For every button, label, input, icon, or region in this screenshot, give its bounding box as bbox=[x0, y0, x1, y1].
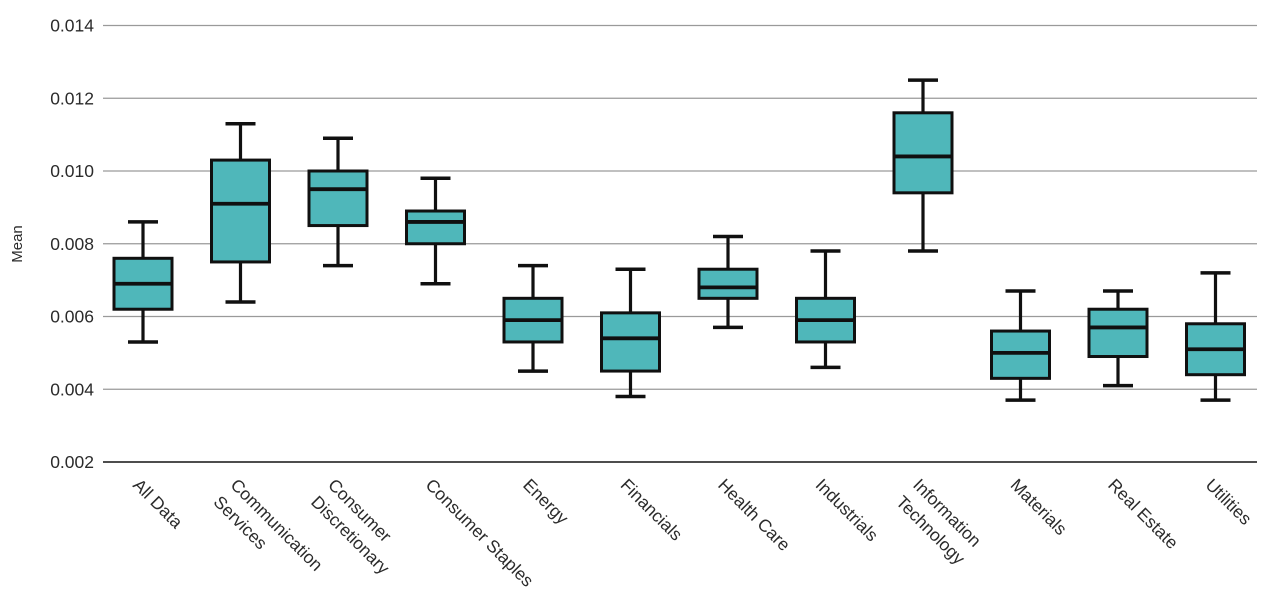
x-tick-label-text: Materials bbox=[1007, 475, 1072, 540]
x-tick-label-text: Financials bbox=[617, 475, 687, 545]
x-tick-label-real-estate: Real Estate bbox=[1104, 475, 1182, 553]
x-tick-label-text: Industrials bbox=[812, 475, 883, 546]
x-tick-label-text: Consumer Staples bbox=[422, 475, 538, 591]
x-tick-label-utilities: Utilities bbox=[1202, 475, 1256, 529]
x-tick-label-consumer-staples: Consumer Staples bbox=[422, 475, 538, 591]
box-group-real-estate bbox=[1087, 289, 1149, 388]
box-group-health-care bbox=[697, 234, 759, 330]
box-group-materials bbox=[990, 289, 1051, 402]
y-tick-label: 0.010 bbox=[50, 161, 94, 181]
y-tick-label: 0.014 bbox=[50, 16, 94, 36]
x-tick-label-materials: Materials bbox=[1007, 475, 1072, 540]
x-tick-label-text: Health Care bbox=[714, 475, 794, 555]
y-axis-label: Mean bbox=[9, 225, 26, 263]
y-tick-label: 0.004 bbox=[50, 379, 94, 399]
box-group-industrials bbox=[795, 249, 856, 370]
box-group-consumer-discretionary bbox=[307, 136, 369, 268]
x-tick-label-energy: Energy bbox=[519, 475, 573, 529]
box-group-information-technology bbox=[892, 78, 954, 253]
y-tick-label: 0.012 bbox=[50, 88, 94, 108]
iqr-box bbox=[210, 158, 271, 264]
x-tick-label-text: CommunicationServices bbox=[210, 475, 327, 592]
x-tick-label-all-data: All Data bbox=[129, 475, 187, 533]
box-group-consumer-staples bbox=[405, 176, 466, 286]
box-group-utilities bbox=[1185, 271, 1246, 402]
x-tick-label-communication-services: CommunicationServices bbox=[210, 475, 327, 592]
y-tick-label: 0.006 bbox=[50, 307, 94, 327]
iqr-box bbox=[697, 267, 759, 300]
iqr-box bbox=[892, 111, 954, 195]
iqr-box bbox=[405, 209, 466, 246]
x-tick-label-text: Energy bbox=[519, 475, 573, 529]
x-tick-label-text: InformationTechnology bbox=[892, 475, 986, 569]
box-group-communication-services bbox=[210, 121, 271, 304]
x-tick-label-text: Utilities bbox=[1202, 475, 1256, 529]
y-tick-label: 0.008 bbox=[50, 234, 94, 254]
box-group-energy bbox=[502, 263, 564, 373]
x-tick-label-financials: Financials bbox=[617, 475, 687, 545]
y-tick-label: 0.002 bbox=[50, 452, 94, 472]
x-tick-label-text: All Data bbox=[129, 475, 187, 533]
box-group-all-data bbox=[112, 220, 174, 344]
x-tick-label-information-technology: InformationTechnology bbox=[892, 475, 986, 569]
iqr-box bbox=[307, 169, 369, 228]
x-tick-label-industrials: Industrials bbox=[812, 475, 883, 546]
x-tick-label-text: Real Estate bbox=[1104, 475, 1182, 553]
iqr-box bbox=[1087, 307, 1149, 359]
iqr-box bbox=[600, 311, 661, 373]
box-group-financials bbox=[600, 267, 661, 399]
x-tick-label-health-care: Health Care bbox=[714, 475, 794, 555]
